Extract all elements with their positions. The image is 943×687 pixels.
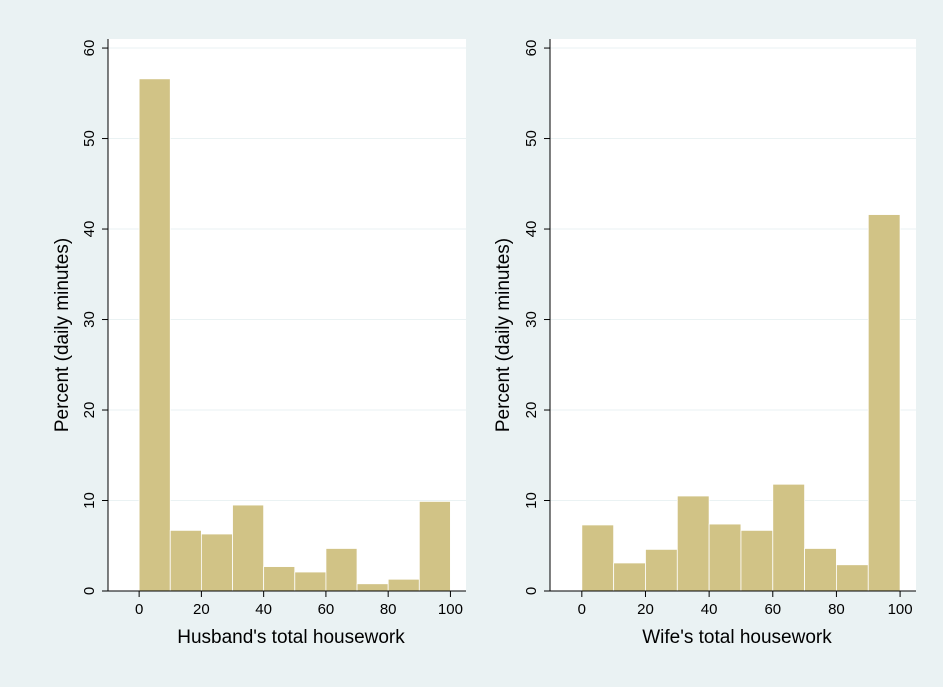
right-bar xyxy=(740,529,774,592)
left-bar xyxy=(294,571,327,592)
right-y-tick-label: 50 xyxy=(523,130,540,147)
left-x-tick-label: 80 xyxy=(380,601,397,618)
right-bar xyxy=(708,523,742,592)
left-y-tick-label: 30 xyxy=(81,311,98,328)
left-bar xyxy=(138,78,171,592)
left-bar xyxy=(387,578,420,592)
left-bar xyxy=(325,548,358,592)
left-y-tick-label: 40 xyxy=(81,221,98,238)
left-histogram: 0 10 20 30 40 50 60 0 20 40 60 80 100 Husband's total… xyxy=(52,39,466,648)
right-histogram: 0 10 20 30 40 50 60 0 20 40 60 80 100 Wife's total ho… xyxy=(493,39,916,648)
right-bar xyxy=(676,495,710,592)
right-x-tick-label: 60 xyxy=(764,601,781,618)
right-bar xyxy=(836,564,869,592)
left-bar xyxy=(169,529,202,592)
left-bar xyxy=(200,533,233,592)
right-y-tick-label: 30 xyxy=(523,311,540,328)
left-x-tick-label: 20 xyxy=(193,601,210,618)
left-y-tick-label: 20 xyxy=(81,402,98,419)
left-x-tick-label: 100 xyxy=(438,601,463,618)
right-y-axis-title: Percent (daily minutes) xyxy=(493,238,514,432)
left-y-tick-label: 0 xyxy=(81,587,98,595)
right-x-tick-label: 0 xyxy=(578,601,586,618)
right-y-tick-label: 40 xyxy=(523,221,540,238)
left-bar xyxy=(356,583,389,592)
right-y-tick-label: 0 xyxy=(523,587,540,595)
right-bar xyxy=(804,548,837,592)
left-x-axis-title: Husband's total housework xyxy=(177,627,405,648)
left-bar xyxy=(418,501,451,592)
right-x-tick-label: 100 xyxy=(888,601,913,618)
right-y-tick-label: 10 xyxy=(523,492,540,509)
left-y-axis-title: Percent (daily minutes) xyxy=(52,238,73,432)
left-x-tick-label: 40 xyxy=(255,601,272,618)
left-x-tick-label: 0 xyxy=(135,601,143,618)
right-bar xyxy=(581,524,615,592)
right-x-tick-label: 80 xyxy=(828,601,845,618)
right-x-tick-label: 20 xyxy=(637,601,654,618)
left-y-tick-label: 60 xyxy=(81,40,98,57)
right-x-tick-label: 40 xyxy=(701,601,718,618)
right-bar xyxy=(867,214,901,592)
left-bar xyxy=(232,504,265,592)
left-y-tick-label: 50 xyxy=(81,130,98,147)
right-plot-area xyxy=(550,39,916,591)
right-y-tick-label: 60 xyxy=(523,40,540,57)
right-bar xyxy=(772,483,806,592)
left-x-tick-label: 60 xyxy=(318,601,335,618)
right-y-tick-label: 20 xyxy=(523,402,540,419)
left-bar xyxy=(263,566,296,592)
left-y-tick-label: 10 xyxy=(81,492,98,509)
right-bar xyxy=(613,562,646,592)
right-x-axis-title: Wife's total housework xyxy=(642,627,832,648)
right-bar xyxy=(645,548,678,592)
